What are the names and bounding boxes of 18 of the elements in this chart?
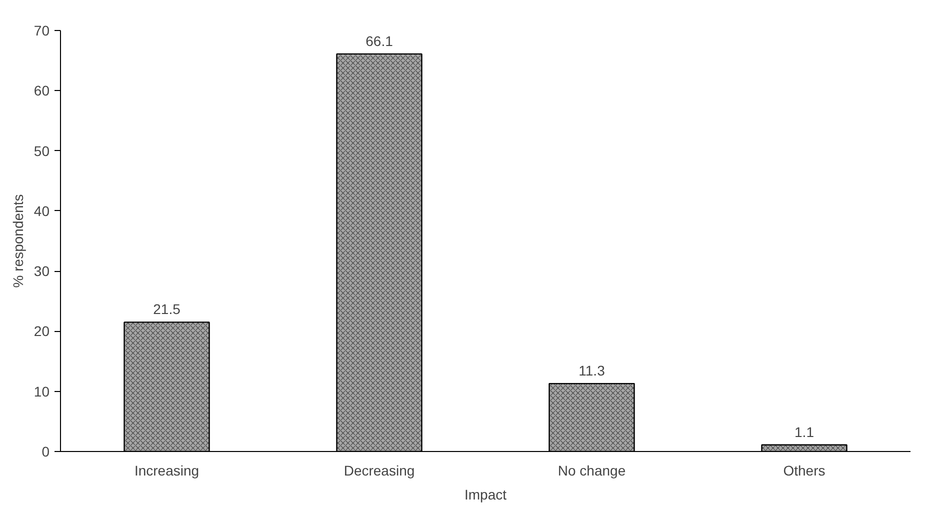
x-tick-label: Others xyxy=(783,462,826,478)
data-label: 21.5 xyxy=(153,301,181,318)
data-label: 1.1 xyxy=(794,424,814,440)
y-axis-title: % respondents xyxy=(10,194,26,288)
y-tick-label: 20 xyxy=(34,323,50,340)
x-tick-label: Decreasing xyxy=(344,462,415,478)
data-label: 11.3 xyxy=(578,362,606,379)
y-tick-label: 50 xyxy=(34,142,50,159)
x-axis-title: Impact xyxy=(464,486,507,502)
y-tick-label: 70 xyxy=(34,22,50,38)
y-tick-label: 60 xyxy=(34,82,50,99)
y-tick-label: 30 xyxy=(34,263,50,280)
data-label: 66.1 xyxy=(366,32,394,49)
y-tick-label: 10 xyxy=(34,383,50,400)
x-tick-label: No change xyxy=(558,462,626,478)
y-tick-label: 40 xyxy=(34,202,50,219)
y-tick-label: 0 xyxy=(42,444,50,460)
x-tick-label: Increasing xyxy=(134,462,200,478)
